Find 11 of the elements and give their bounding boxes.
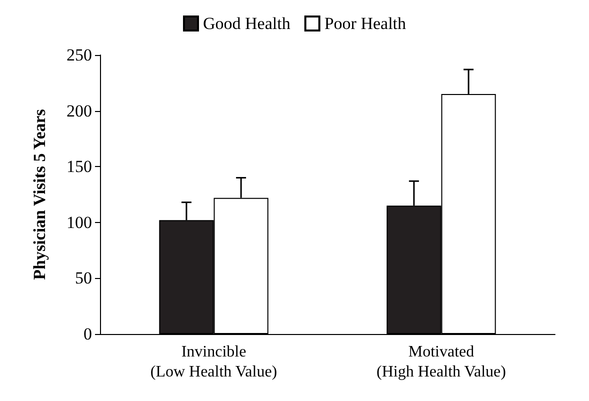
y-tick-label: 200 xyxy=(66,101,92,120)
x-tick-label: Invincible (Low Health Value) xyxy=(150,344,278,380)
y-tick-label: 250 xyxy=(66,46,92,64)
y-tick-label: 50 xyxy=(75,268,92,288)
y-tick-label: 100 xyxy=(66,212,92,232)
y-axis-title: Physician Visits 5 Years xyxy=(30,108,49,280)
legend-label: Poor Health xyxy=(324,14,407,33)
y-tick-label: 150 xyxy=(66,157,92,176)
legend-label: Good Health xyxy=(202,14,291,33)
y-tick-label: 0 xyxy=(84,324,92,344)
x-tick-label: Motivated (High Health Value) xyxy=(376,344,506,380)
